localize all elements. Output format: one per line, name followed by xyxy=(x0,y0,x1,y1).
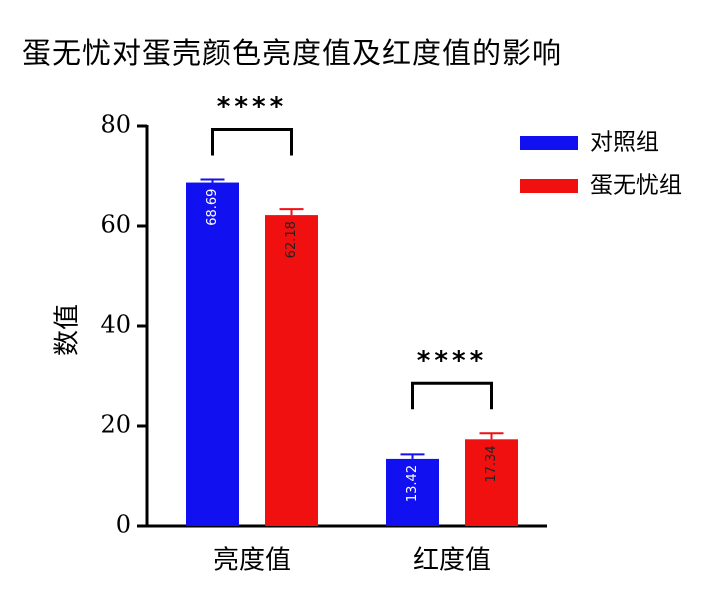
value-label: 17.34 xyxy=(484,445,499,482)
value-label: 62.18 xyxy=(284,221,299,258)
significance-label: **** xyxy=(417,346,487,376)
value-label: 13.42 xyxy=(405,465,420,502)
bar xyxy=(186,182,239,527)
y-tick-label: 80 xyxy=(100,111,131,139)
y-axis-label: 数值 xyxy=(53,304,83,356)
value-label: 68.69 xyxy=(205,189,220,226)
significance-bracket xyxy=(211,128,293,156)
legend-swatch xyxy=(520,179,578,193)
bar xyxy=(265,215,318,526)
y-tick-label: 20 xyxy=(100,411,131,439)
chart-title: 蛋无忧对蛋壳颜色亮度值及红度值的影响 xyxy=(22,36,562,70)
x-tick-label: 亮度值 xyxy=(213,546,291,576)
significance-label: **** xyxy=(217,92,287,122)
y-tick-label: 40 xyxy=(100,311,131,339)
legend-label: 对照组 xyxy=(590,130,659,156)
x-tick-label: 红度值 xyxy=(413,546,491,576)
bar xyxy=(465,439,518,526)
y-tick-label: 60 xyxy=(100,211,131,239)
legend-swatch xyxy=(520,136,578,150)
legend-label: 蛋无忧组 xyxy=(590,173,682,199)
significance-bracket xyxy=(411,381,493,410)
bar xyxy=(386,458,439,526)
y-tick-label: 0 xyxy=(116,511,131,539)
